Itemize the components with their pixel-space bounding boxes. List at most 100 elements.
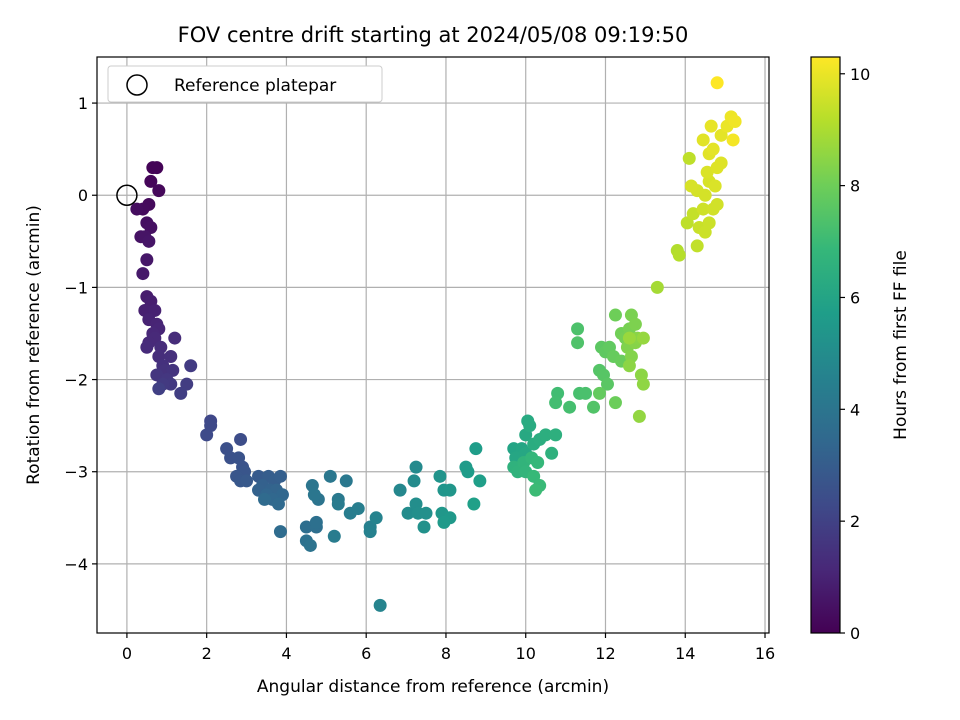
legend-marker-icon: [126, 74, 148, 96]
x-tick-label: 12: [595, 644, 615, 663]
data-point: [696, 202, 710, 216]
data-point: [419, 506, 433, 520]
data-point: [545, 446, 559, 460]
data-point: [549, 428, 563, 442]
data-point: [587, 400, 601, 414]
x-tick-label: 10: [516, 644, 536, 663]
data-point: [529, 483, 543, 497]
data-point: [461, 465, 475, 479]
colorbar: 0 2 4 6 8 10 Hours from first FF file: [810, 56, 911, 643]
chart-title: FOV centre drift starting at 2024/05/08 …: [178, 23, 689, 47]
data-point: [273, 525, 287, 539]
data-point: [174, 386, 188, 400]
data-point: [327, 529, 341, 543]
data-point: [130, 202, 144, 216]
data-point: [704, 119, 718, 133]
data-point: [433, 469, 447, 483]
data-point: [728, 115, 742, 129]
data-point: [710, 197, 724, 211]
data-point: [636, 331, 650, 345]
x-tick-label: 0: [122, 644, 132, 663]
data-point: [467, 497, 481, 511]
data-point: [150, 368, 164, 382]
colorbar-ticks: 0 2 4 6 8 10: [840, 65, 870, 643]
y-tick-label: 0: [78, 186, 88, 205]
data-point: [166, 363, 180, 377]
data-point: [650, 280, 664, 294]
data-point: [331, 497, 345, 511]
data-point: [152, 184, 166, 198]
data-point: [579, 386, 593, 400]
data-point: [696, 133, 710, 147]
data-point: [417, 520, 431, 534]
y-tick-label: 1: [78, 94, 88, 113]
legend-box: [107, 65, 383, 103]
data-point: [549, 396, 563, 410]
data-point: [271, 497, 285, 511]
legend: Reference platepar: [107, 65, 383, 103]
colorbar-tick-label: 10: [850, 65, 870, 84]
data-point: [632, 409, 646, 423]
data-point: [303, 538, 317, 552]
x-tick-label: 6: [361, 644, 371, 663]
data-point: [142, 234, 156, 248]
data-point: [323, 469, 337, 483]
data-point: [180, 377, 194, 391]
data-point: [563, 400, 577, 414]
data-point: [309, 515, 323, 529]
colorbar-tick-label: 2: [850, 512, 860, 531]
data-point: [401, 506, 415, 520]
data-point: [234, 432, 248, 446]
data-point: [136, 267, 150, 281]
data-point: [700, 165, 714, 179]
data-point: [636, 377, 650, 391]
data-point: [152, 382, 166, 396]
data-point: [571, 336, 585, 350]
data-point: [593, 386, 607, 400]
data-point: [710, 76, 724, 90]
colorbar-tick-label: 0: [850, 624, 860, 643]
data-point: [531, 456, 545, 470]
data-point: [369, 511, 383, 525]
y-tick-label: −2: [64, 371, 88, 390]
colorbar-frame: [810, 56, 841, 634]
data-points: [130, 76, 742, 612]
data-point: [469, 442, 483, 456]
data-point: [307, 488, 321, 502]
legend-entry: Reference platepar: [174, 76, 336, 96]
data-point: [684, 179, 698, 193]
data-point: [680, 216, 694, 230]
colorbar-tick-label: 6: [850, 288, 860, 307]
data-point: [686, 207, 700, 221]
data-point: [473, 474, 487, 488]
colorbar-label: Hours from first FF file: [891, 250, 911, 440]
data-point: [539, 428, 553, 442]
data-point: [628, 317, 642, 331]
data-point: [523, 419, 537, 433]
data-point: [407, 474, 421, 488]
data-point: [393, 483, 407, 497]
data-point: [527, 469, 541, 483]
data-point: [443, 483, 457, 497]
data-point: [714, 128, 728, 142]
colorbar-tick-label: 4: [850, 400, 860, 419]
colorbar-tick-label: 8: [850, 177, 860, 196]
x-tick-label: 4: [281, 644, 291, 663]
data-point: [714, 156, 728, 170]
x-tick-label: 2: [202, 644, 212, 663]
data-point: [184, 359, 198, 373]
data-point: [726, 133, 740, 147]
y-tick-label: −1: [64, 278, 88, 297]
data-point: [351, 502, 365, 516]
data-point: [571, 322, 585, 336]
data-point: [682, 151, 696, 165]
data-point: [622, 359, 636, 373]
x-axis-ticks: 0 2 4 6 8 10 12 14 16: [122, 633, 775, 663]
y-tick-label: −3: [64, 463, 88, 482]
data-point: [373, 598, 387, 612]
data-point: [702, 216, 716, 230]
data-point: [299, 520, 313, 534]
x-axis-label: Angular distance from reference (arcmin): [257, 677, 609, 697]
data-point: [437, 515, 451, 529]
